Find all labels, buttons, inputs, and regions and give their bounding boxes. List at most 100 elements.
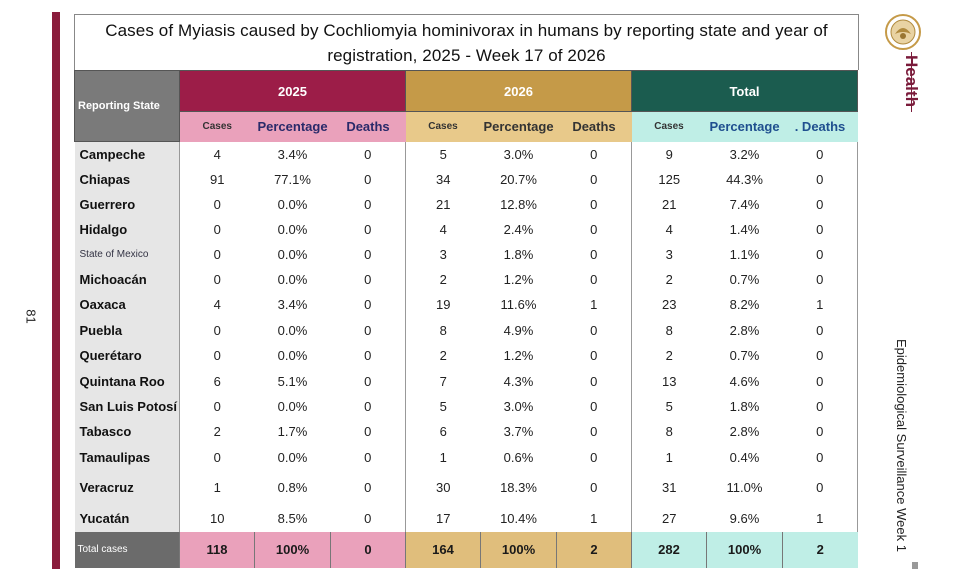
cell-cases-2026: 1: [405, 443, 481, 471]
side-label: Epidemiological Surveillance Week 1: [894, 339, 909, 552]
cell-deaths-2026: 1: [590, 510, 598, 526]
cell-percentage-total: 0.4%: [729, 449, 760, 465]
cell-percentage-total: 2.8%: [729, 423, 760, 439]
cell-deaths-2025: 0: [364, 423, 372, 439]
cell-deaths-2026: 0: [590, 423, 598, 439]
cell-deaths-2025: 0: [364, 322, 372, 338]
cell-percentage-2026: 11.6%: [500, 297, 537, 312]
subheader-deaths-2025: Deaths: [330, 111, 406, 142]
cell-deaths-2026: 0: [590, 398, 598, 414]
cell-deaths-2026: 0: [590, 449, 598, 465]
cell-cases-2026: 6: [405, 418, 481, 444]
cell-percentage-2026: 4.9%: [503, 322, 534, 338]
cell-percentage-total: 8.2%: [729, 297, 760, 312]
government-seal-icon: [885, 14, 921, 50]
cell-percentage-2026: 4.3%: [503, 373, 534, 389]
cell-cases-2025: 1: [213, 480, 221, 495]
table-row: Campeche 4 3.4% 0 5 3.0% 0 9 3.2% 0: [74, 141, 858, 167]
cell-cases-2025: 6: [213, 373, 221, 389]
table-row: Quintana Roo 6 5.1% 0 7 4.3% 0 13 4.6% 0: [74, 368, 858, 394]
total-cases-all: 282: [631, 531, 707, 568]
page-number: 81: [23, 309, 39, 324]
cell-cases-2026: 30: [405, 470, 481, 505]
cell-percentage-total: 7.4%: [729, 196, 760, 212]
cell-deaths-2025: 0: [364, 398, 372, 414]
state-name: Oaxaca: [74, 291, 180, 318]
subheader-percentage-total: Percentage: [706, 111, 783, 142]
cell-deaths-2025: 0: [364, 196, 372, 212]
cell-percentage-2025: 77.1%: [274, 171, 311, 187]
cell-cases-total: 8: [631, 418, 707, 444]
cell-percentage-2025: 5.1%: [277, 373, 308, 389]
state-name: Campeche: [74, 141, 180, 167]
cell-deaths-total: 0: [782, 166, 858, 192]
subheader-percentage-2026: Percentage: [480, 111, 557, 142]
cell-percentage-2026: 12.8%: [500, 196, 537, 212]
cell-deaths-total: 0: [782, 266, 858, 292]
cell-deaths-total: 1: [782, 504, 858, 532]
brand-text: Health: [902, 55, 921, 107]
table-row: Tamaulipas 0 0.0% 0 1 0.6% 0 1 0.4% 0: [74, 443, 858, 471]
total-deaths-2025: 0: [330, 531, 406, 568]
cell-cases-2026: 34: [405, 166, 481, 192]
cell-deaths-total: 0: [782, 141, 858, 167]
cell-deaths-2025: 0: [364, 146, 372, 162]
cell-percentage-total: 0.7%: [729, 271, 760, 287]
cell-cases-2025: 4: [213, 146, 221, 162]
group-header-2026: 2026: [405, 70, 632, 112]
cell-deaths-2025: 0: [364, 510, 372, 526]
cell-percentage-2026: 1.2%: [503, 271, 534, 287]
state-name: Tamaulipas: [74, 443, 180, 471]
cell-percentage-total: 1.1%: [729, 246, 760, 262]
cell-cases-2025: 10: [210, 510, 225, 526]
cell-percentage-2025: 1.7%: [277, 423, 308, 439]
cell-percentage-total: 1.8%: [729, 398, 760, 414]
group-header-2025: 2025: [179, 70, 406, 112]
cell-cases-2026: 3: [405, 241, 481, 267]
cell-percentage-2026: 20.7%: [500, 171, 537, 187]
cell-percentage-2025: 3.4%: [277, 146, 308, 162]
table-row: Veracruz 1 0.8% 0 30 18.3% 0 31 11.0% 0: [74, 470, 858, 505]
cell-deaths-2025: 0: [364, 271, 372, 287]
cell-cases-total: 31: [631, 470, 707, 505]
cell-cases-2026: 19: [405, 291, 481, 318]
cell-cases-total: 5: [631, 393, 707, 419]
total-percentage-2026: 100%: [480, 531, 557, 568]
cell-cases-total: 23: [631, 291, 707, 318]
cell-cases-2026: 2: [405, 266, 481, 292]
table-row: Oaxaca 4 3.4% 0 19 11.6% 1 23 8.2% 1: [74, 291, 858, 318]
cell-deaths-2025: 0: [364, 480, 372, 495]
state-name: San Luis Potosí: [74, 393, 180, 419]
table-row: San Luis Potosí 0 0.0% 0 5 3.0% 0 5 1.8% 0: [74, 393, 858, 419]
cell-deaths-total: 1: [782, 291, 858, 318]
cell-deaths-total: 0: [782, 241, 858, 267]
state-name: State of Mexico: [74, 241, 180, 267]
state-name: Veracruz: [74, 470, 180, 505]
left-accent-bar: [52, 12, 60, 569]
cell-cases-2025: 0: [213, 246, 221, 262]
cell-deaths-2025: 0: [364, 449, 372, 465]
cell-cases-2026: 5: [405, 393, 481, 419]
cell-cases-2025: 0: [213, 322, 221, 338]
cell-percentage-2026: 3.7%: [503, 423, 534, 439]
cell-cases-2026: 8: [405, 317, 481, 343]
cell-percentage-2026: 0.6%: [503, 449, 534, 465]
cell-cases-total: 3: [631, 241, 707, 267]
cell-cases-total: 2: [631, 266, 707, 292]
cell-cases-total: 13: [631, 368, 707, 394]
cell-deaths-2026: 0: [590, 348, 598, 363]
cell-deaths-2025: 0: [364, 221, 372, 237]
state-name: Hidalgo: [74, 216, 180, 242]
cell-cases-2025: 4: [213, 297, 221, 312]
cell-percentage-2025: 0.0%: [277, 196, 308, 212]
cell-percentage-total: 1.4%: [729, 221, 760, 237]
cell-cases-2026: 4: [405, 216, 481, 242]
reporting-state-header: Reporting State: [74, 70, 180, 142]
cell-cases-2026: 5: [405, 141, 481, 167]
cell-deaths-total: 0: [782, 393, 858, 419]
cell-deaths-total: 0: [782, 317, 858, 343]
cell-percentage-2025: 0.0%: [277, 221, 308, 237]
cell-percentage-2026: 10.4%: [500, 510, 537, 526]
cell-deaths-2025: 0: [364, 373, 372, 389]
cell-percentage-2026: 18.3%: [500, 480, 537, 495]
